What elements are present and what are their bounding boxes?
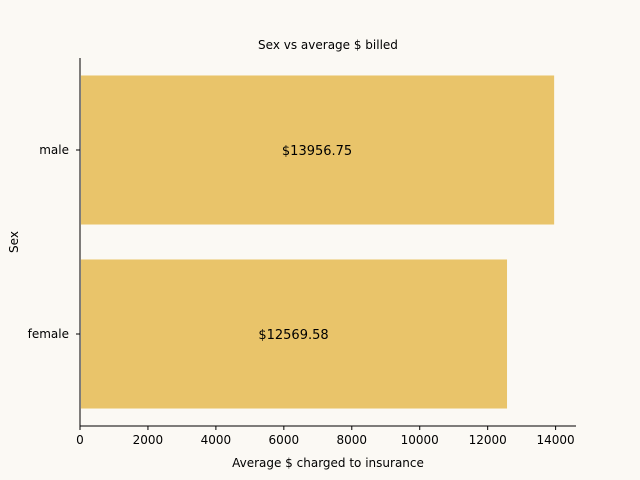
y-axis-title: Sex xyxy=(7,231,21,253)
x-ticks: 0 2000 4000 6000 8000 10000 12000 14000 xyxy=(76,426,575,447)
bar-label-female: $12569.58 xyxy=(258,328,328,343)
bar-labels: $13956.75 $12569.58 xyxy=(258,144,352,343)
bars xyxy=(81,75,555,409)
x-axis-title: Average $ charged to insurance xyxy=(232,456,424,470)
x-tick-label-2000: 2000 xyxy=(133,433,164,447)
x-tick-label-6000: 6000 xyxy=(269,433,300,447)
chart-title: Sex vs average $ billed xyxy=(258,38,398,52)
bar-male xyxy=(81,75,555,225)
y-tick-label-female: female xyxy=(28,327,69,341)
bar-label-male: $13956.75 xyxy=(282,144,352,159)
axes xyxy=(79,58,576,427)
x-tick-label-4000: 4000 xyxy=(201,433,232,447)
x-tick-label-8000: 8000 xyxy=(337,433,368,447)
x-tick-label-12000: 12000 xyxy=(469,433,507,447)
bar-female xyxy=(81,259,508,409)
x-tick-label-14000: 14000 xyxy=(537,433,575,447)
y-ticks: male female xyxy=(28,143,80,341)
x-tick-label-10000: 10000 xyxy=(401,433,439,447)
x-tick-label-0: 0 xyxy=(76,433,84,447)
y-tick-label-male: male xyxy=(39,143,69,157)
